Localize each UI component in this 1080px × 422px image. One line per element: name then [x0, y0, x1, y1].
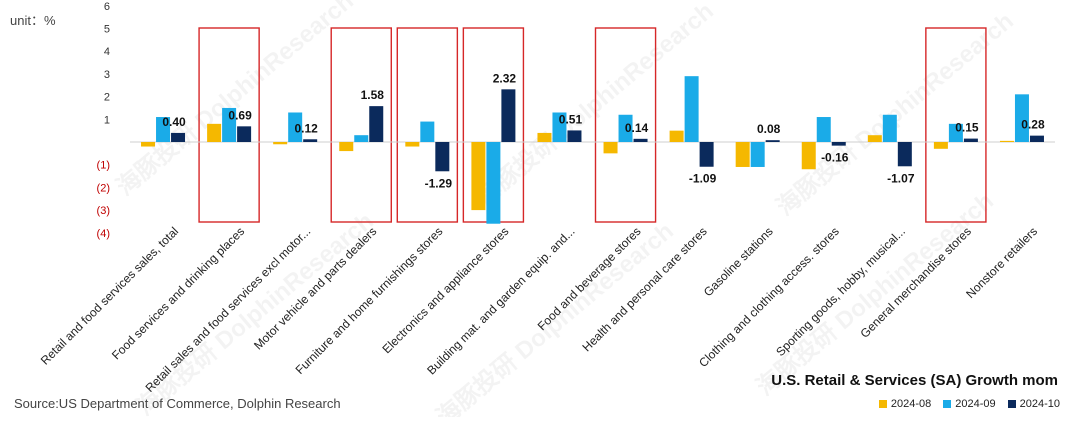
source-note: Source:US Department of Commerce, Dolphi… — [14, 396, 341, 411]
bar-2024-08 — [669, 130, 684, 142]
bar-2024-10 — [699, 142, 714, 167]
data-label: 2.32 — [493, 71, 517, 85]
y-tick-label: 4 — [104, 46, 110, 58]
data-label: 0.69 — [228, 108, 252, 122]
bar-2024-08 — [603, 142, 618, 154]
bar-2024-08 — [405, 142, 420, 147]
data-label: 0.15 — [955, 121, 979, 135]
bar-2024-09 — [750, 142, 765, 167]
bar-2024-08 — [867, 135, 882, 142]
bar-2024-09 — [486, 142, 501, 224]
legend-item-2024-08: 2024-08 — [878, 398, 932, 410]
bar-2024-10 — [897, 142, 912, 167]
legend: 2024-08 2024-09 2024-10 — [878, 398, 1060, 410]
x-category-label: Electronics and appliance stores — [379, 224, 511, 356]
legend-item-2024-09: 2024-09 — [943, 398, 996, 410]
bar-2024-10 — [765, 140, 780, 142]
bar-2024-08 — [141, 142, 156, 147]
bar-2024-09 — [222, 107, 237, 142]
legend-swatch — [1007, 400, 1016, 408]
highlight-box — [396, 27, 459, 223]
legend-swatch — [878, 400, 887, 408]
bar-2024-08 — [207, 123, 222, 142]
data-label: 0.28 — [1021, 118, 1045, 132]
bar-2024-09 — [816, 117, 831, 142]
data-label: 0.51 — [559, 112, 583, 126]
bar-2024-09 — [354, 135, 369, 142]
bar-2024-09 — [948, 123, 963, 142]
y-tick-label: 1 — [104, 114, 110, 126]
unit-label: unit：% — [10, 13, 56, 28]
data-label: 0.12 — [294, 121, 318, 135]
bar-2024-10 — [633, 138, 648, 142]
data-label: 0.08 — [757, 122, 781, 136]
bar-2024-08 — [801, 142, 816, 170]
bar-2024-09 — [1014, 94, 1029, 142]
bar-2024-10 — [171, 132, 186, 142]
x-category-label: Retail and food services sales, total — [38, 224, 181, 367]
bar-2024-10 — [831, 142, 846, 146]
y-tick-label: (2) — [97, 182, 110, 194]
bar-2024-08 — [999, 140, 1014, 142]
x-category-label: Gasoline stations — [701, 224, 776, 299]
legend-label: 2024-09 — [955, 398, 996, 410]
bar-2024-10 — [567, 130, 582, 142]
bar-2024-08 — [273, 142, 288, 145]
data-label: -1.09 — [689, 172, 717, 186]
data-label: 1.58 — [361, 88, 385, 102]
highlight-box — [594, 27, 657, 223]
bar-2024-09 — [882, 114, 897, 142]
highlight-box — [330, 27, 392, 223]
bar-2024-08 — [933, 142, 948, 149]
data-label: -0.16 — [821, 151, 849, 165]
data-label: 0.14 — [625, 121, 649, 135]
legend-label: 2024-10 — [1019, 398, 1060, 410]
bar-2024-10 — [237, 126, 252, 142]
highlight-box — [925, 27, 987, 223]
bar-2024-09 — [288, 112, 303, 142]
bar-2024-10 — [501, 89, 516, 142]
bar-2024-10 — [1029, 135, 1044, 142]
bar-2024-10 — [963, 138, 978, 142]
bar-2024-10 — [303, 139, 318, 142]
y-tick-label: 2 — [104, 92, 110, 104]
bar-2024-09 — [684, 76, 699, 142]
bar-2024-09 — [618, 114, 633, 142]
data-label: 0.40 — [162, 115, 186, 129]
y-tick-label: 6 — [104, 1, 110, 13]
bar-2024-08 — [537, 132, 552, 142]
data-label: -1.07 — [887, 171, 915, 185]
legend-swatch — [943, 400, 952, 408]
bar-2024-09 — [420, 121, 435, 142]
y-tick-label: (1) — [97, 160, 110, 172]
data-label: -1.29 — [425, 176, 453, 190]
legend-item-2024-10: 2024-10 — [1007, 398, 1060, 410]
y-tick-label: (4) — [97, 228, 110, 240]
y-tick-label: (3) — [97, 205, 110, 217]
chart-title: U.S. Retail & Services (SA) Growth mom — [771, 372, 1058, 389]
bar-2024-08 — [339, 142, 354, 152]
legend-label: 2024-08 — [890, 398, 932, 410]
bar-2024-08 — [471, 142, 486, 211]
y-tick-label: 5 — [104, 24, 110, 36]
bar-2024-08 — [735, 142, 750, 167]
x-category-label: Nonstore retailers — [963, 224, 1040, 301]
highlight-box — [198, 27, 260, 223]
bar-2024-10 — [435, 142, 450, 172]
bar-2024-09 — [552, 112, 567, 142]
y-tick-label: 3 — [104, 69, 110, 81]
bar-2024-10 — [369, 106, 384, 142]
bar-2024-09 — [156, 117, 171, 142]
